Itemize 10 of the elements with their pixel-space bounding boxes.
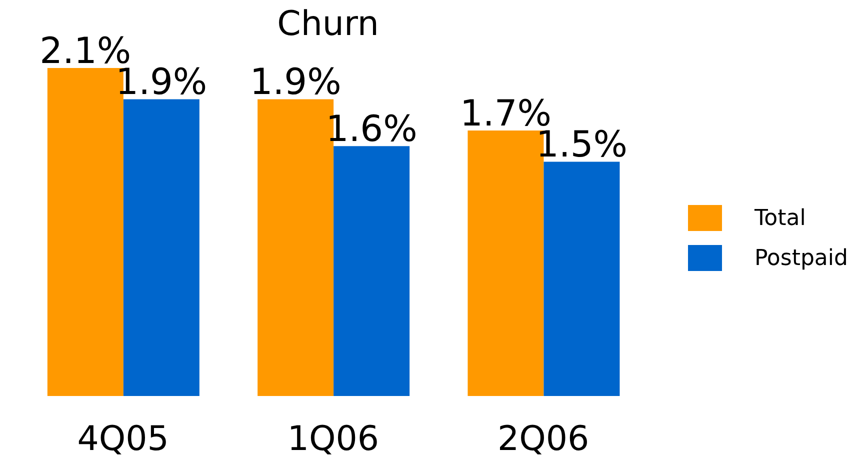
bar <box>123 99 200 396</box>
legend-label: Total <box>754 206 806 230</box>
x-tick-label: 1Q06 <box>287 419 380 460</box>
x-tick-label: 2Q06 <box>498 419 590 460</box>
chart-title: Churn <box>277 4 379 44</box>
data-label: 1.9% <box>250 62 342 104</box>
bar <box>334 146 410 396</box>
legend-label: Postpaid <box>754 246 848 270</box>
bar <box>544 162 620 396</box>
x-tick-label: 4Q05 <box>77 419 169 460</box>
